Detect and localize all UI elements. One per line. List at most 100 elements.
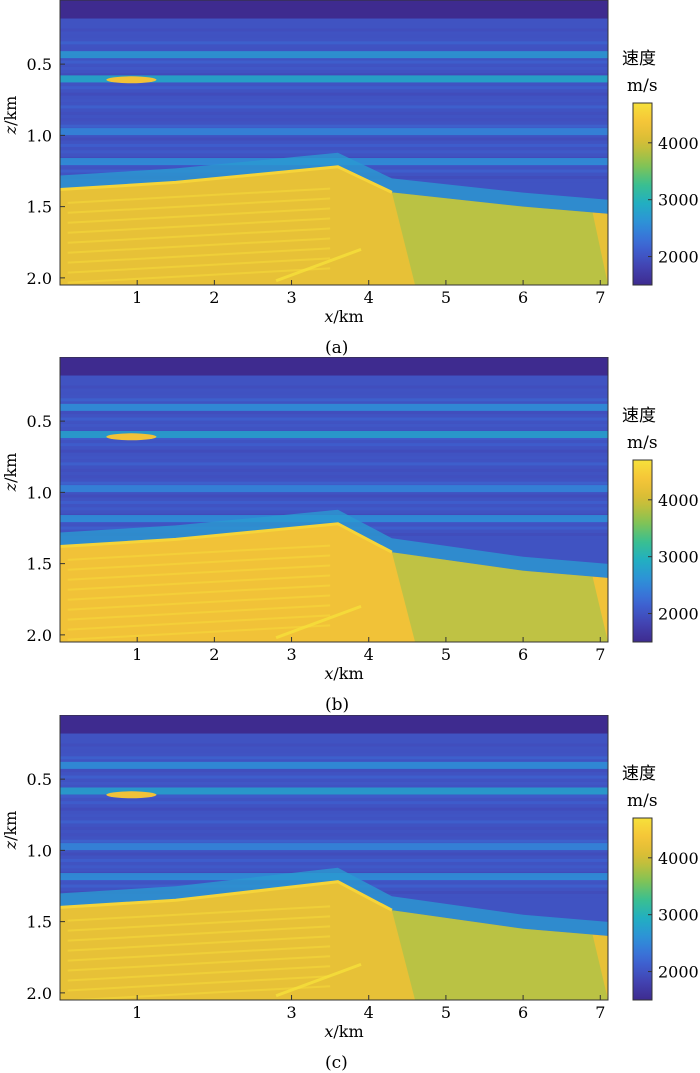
- striation: [60, 494, 608, 498]
- striation: [60, 814, 608, 818]
- body-reflector: [67, 975, 331, 992]
- heatmap-field: [60, 357, 608, 642]
- striation: [60, 456, 608, 460]
- striation: [60, 385, 608, 389]
- y-tick-label: 1.5: [27, 913, 52, 932]
- x-tick-label: 2: [209, 288, 219, 307]
- body-reflector: [67, 554, 331, 571]
- x-tick-label: 6: [518, 1003, 528, 1022]
- body-reflector: [67, 227, 331, 244]
- striation: [60, 105, 608, 109]
- striation: [60, 500, 608, 504]
- striation: [60, 807, 608, 811]
- striation: [60, 73, 608, 77]
- striation: [60, 436, 608, 440]
- plot-frame: [59, 0, 609, 286]
- body-reflector: [67, 267, 331, 284]
- striation: [60, 417, 608, 421]
- colorbar-unit: m/s: [627, 433, 658, 453]
- striation: [60, 775, 608, 779]
- water-layer: [60, 357, 608, 376]
- striation: [60, 66, 608, 70]
- striation: [60, 118, 608, 122]
- y-tick-label: 1.0: [27, 841, 52, 860]
- body-reflector: [275, 247, 362, 283]
- body-reflector: [67, 257, 331, 274]
- striation: [60, 858, 608, 862]
- body-reflector: [67, 217, 331, 234]
- y-tick-label: 1.5: [27, 198, 52, 217]
- reflector-layer: [60, 430, 608, 438]
- striation: [60, 801, 608, 805]
- colorbar: [632, 102, 653, 286]
- striation: [60, 743, 608, 747]
- body-reflector: [67, 207, 331, 224]
- x-tick-label: 4: [364, 1003, 374, 1022]
- striation: [60, 852, 608, 856]
- striation: [60, 449, 608, 453]
- striation: [60, 411, 608, 415]
- striation: [60, 111, 608, 115]
- lower-velocity-zone: [391, 910, 608, 1000]
- striation: [60, 756, 608, 760]
- colorbar-tick-label: 3000: [658, 906, 699, 925]
- striation: [60, 86, 608, 90]
- bright-lens: [106, 433, 157, 441]
- velocity-chart-svg: 1 2 3 4 5 6 7 0.5 1.0 1.5 2.0 x/km z/km 2000 3000 4000: [1, 357, 699, 683]
- striation: [60, 391, 608, 395]
- body-reflector: [67, 614, 331, 631]
- x-tick-label: 3: [286, 645, 296, 664]
- y-tick-label: 2.0: [27, 626, 52, 645]
- body-reflector: [67, 985, 331, 1000]
- velocity-chart-svg: 1 3 4 5 6 7 0.5 1.0 1.5 2.0 x/km z/km 2000 3000 4000: [1, 715, 699, 1041]
- body-reflector: [67, 237, 331, 254]
- colorbar-title: 速度: [622, 49, 656, 69]
- body-reflector: [67, 945, 331, 962]
- striation: [60, 826, 608, 830]
- body-top-edge: [60, 880, 393, 912]
- striation: [60, 398, 608, 402]
- body-reflector: [67, 915, 331, 932]
- striation: [60, 781, 608, 785]
- colorbar-tick-label: 2000: [658, 963, 699, 982]
- colorbar-tick-label: 4000: [658, 849, 699, 868]
- velocity-panel-3: 1 3 4 5 6 7 0.5 1.0 1.5 2.0 x/km z/km 2000 3000 4000 速度…: [0, 715, 700, 1073]
- reflector-layer: [60, 843, 608, 851]
- reflector-layer: [60, 761, 608, 769]
- x-axis-label: x/km: [324, 664, 363, 683]
- velocity-panel-2: 1 2 3 4 5 6 7 0.5 1.0 1.5 2.0 x/km z/km 2000 3000 4000 速…: [0, 357, 700, 715]
- body-reflector: [67, 564, 331, 581]
- striation: [60, 60, 608, 64]
- striation: [60, 475, 608, 479]
- colorbar-tick-label: 2000: [658, 248, 699, 267]
- transition-zone: [60, 152, 608, 214]
- body-reflector: [67, 187, 331, 204]
- y-tick-label: 1.5: [27, 555, 52, 574]
- x-tick-label: 5: [441, 1003, 451, 1022]
- y-axis-label: z/km: [1, 453, 20, 493]
- striation: [60, 34, 608, 38]
- x-tick-label: 7: [595, 1003, 605, 1022]
- x-tick-label: 5: [441, 288, 451, 307]
- colorbar-unit: m/s: [627, 791, 658, 811]
- colorbar: [632, 817, 653, 1001]
- body-reflector: [67, 955, 331, 972]
- plot-frame: [59, 715, 609, 1001]
- striation: [60, 749, 608, 753]
- x-axis-label: x/km: [324, 1022, 363, 1041]
- y-axis-label: z/km: [1, 811, 20, 851]
- colorbar: [632, 459, 653, 643]
- y-tick-label: 2.0: [27, 984, 52, 1003]
- body-reflector: [67, 594, 331, 611]
- panel-caption: (b): [325, 695, 350, 715]
- striation: [60, 137, 608, 141]
- reflector-layer: [60, 787, 608, 795]
- bright-lens: [106, 76, 157, 84]
- transition-zone: [60, 867, 608, 936]
- striation: [60, 462, 608, 466]
- y-tick-label: 0.5: [27, 55, 52, 74]
- plot-frame: [59, 357, 609, 643]
- x-tick-label: 2: [209, 645, 219, 664]
- lower-velocity-zone: [391, 552, 608, 642]
- striation: [60, 769, 608, 773]
